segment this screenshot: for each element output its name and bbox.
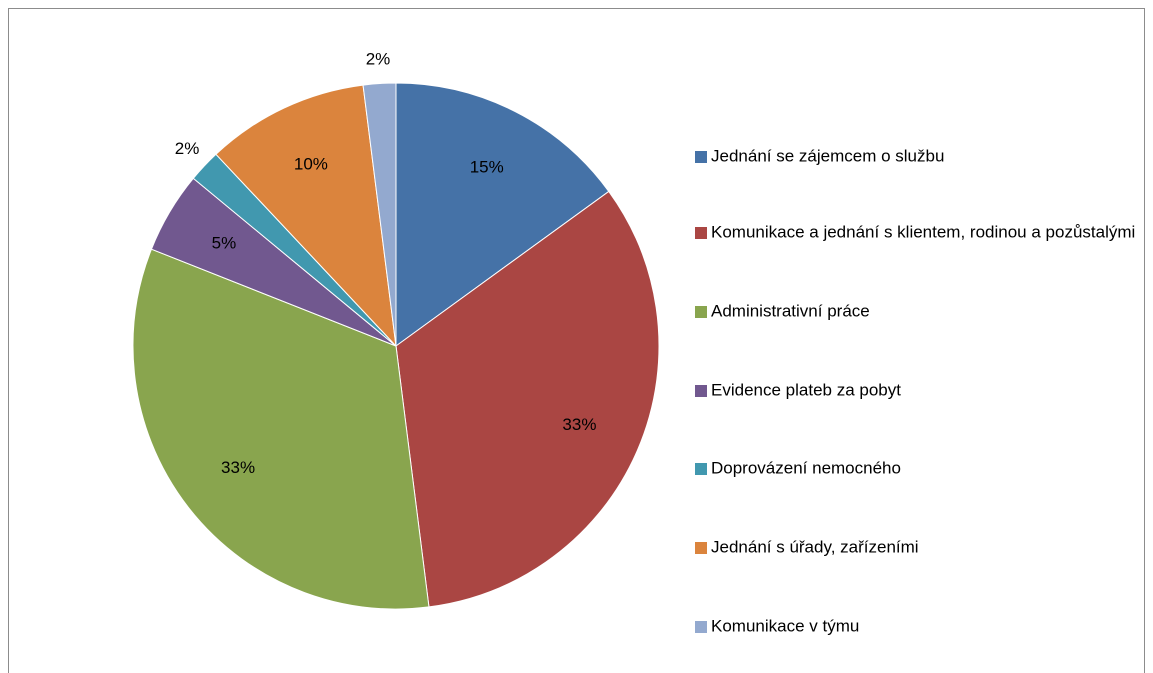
legend-label: Evidence plateb za pobyt xyxy=(711,380,901,399)
legend-swatch xyxy=(695,227,707,239)
data-label: 15% xyxy=(470,157,504,176)
data-label: 2% xyxy=(175,139,200,158)
data-label: 10% xyxy=(294,155,328,174)
pie-slice xyxy=(215,84,397,348)
data-label: 33% xyxy=(221,458,255,477)
pie-slice xyxy=(395,82,610,347)
legend-label: Jednání se zájemcem o službu xyxy=(711,146,944,165)
chart-frame xyxy=(8,8,1145,673)
data-label: 5% xyxy=(212,234,237,253)
legend-label: Komunikace v týmu xyxy=(711,616,859,635)
legend-label: Komunikace a jednání s klientem, rodinou… xyxy=(711,222,1135,241)
legend-swatch xyxy=(695,151,707,163)
pie-slice xyxy=(132,248,430,610)
legend-swatch xyxy=(695,621,707,633)
legend-label: Doprovázení nemocného xyxy=(711,458,901,477)
legend-swatch xyxy=(695,542,707,554)
legend-label: Administrativní práce xyxy=(711,301,870,320)
legend-swatch xyxy=(695,463,707,475)
legend-label: Jednání s úřady, zařízeními xyxy=(711,537,919,556)
pie-slice xyxy=(362,82,397,347)
legend-swatch xyxy=(695,385,707,397)
pie-slice xyxy=(395,190,660,608)
legend-swatch xyxy=(695,306,707,318)
data-label: 33% xyxy=(562,415,596,434)
data-label: 2% xyxy=(366,49,391,68)
